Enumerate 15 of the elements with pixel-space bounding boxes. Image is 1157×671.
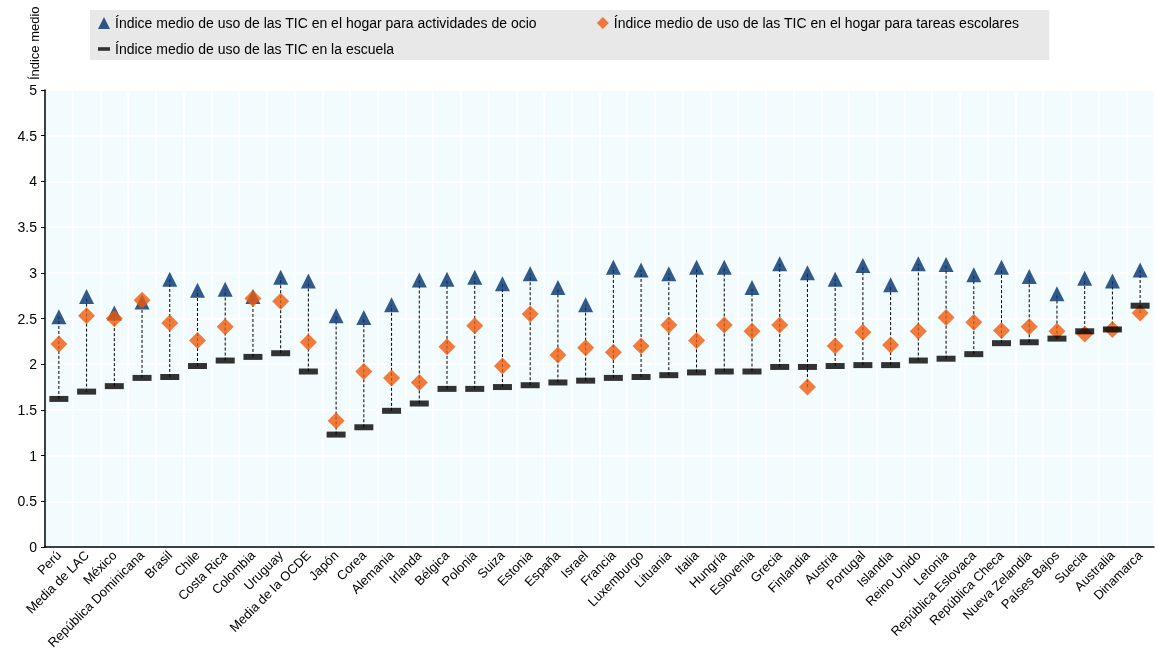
y-axis-title: Índice medio xyxy=(27,6,42,81)
legend-label: Índice medio de uso de las TIC en la escuela xyxy=(115,41,395,57)
legend-label: Índice medio de uso de las TIC en el hogar para tareas escolares xyxy=(613,15,1020,31)
y-tick-label: 3.5 xyxy=(17,219,38,236)
y-tick-label: 2 xyxy=(29,356,38,373)
y-tick-label: 2.5 xyxy=(17,310,38,327)
y-tick-label: 4.5 xyxy=(17,127,38,144)
y-tick-label: 1 xyxy=(29,447,38,464)
y-tick-label: 4 xyxy=(29,173,38,190)
y-tick-label: 0.5 xyxy=(17,493,38,510)
y-tick-label: 1.5 xyxy=(17,401,38,418)
y-tick-label: 0 xyxy=(29,539,38,555)
y-tick-label: 5 xyxy=(29,82,38,98)
y-tick-label: 3 xyxy=(29,264,38,281)
legend-label: Índice medio de uso de las TIC en el hogar para actividades de ocio xyxy=(115,15,537,31)
